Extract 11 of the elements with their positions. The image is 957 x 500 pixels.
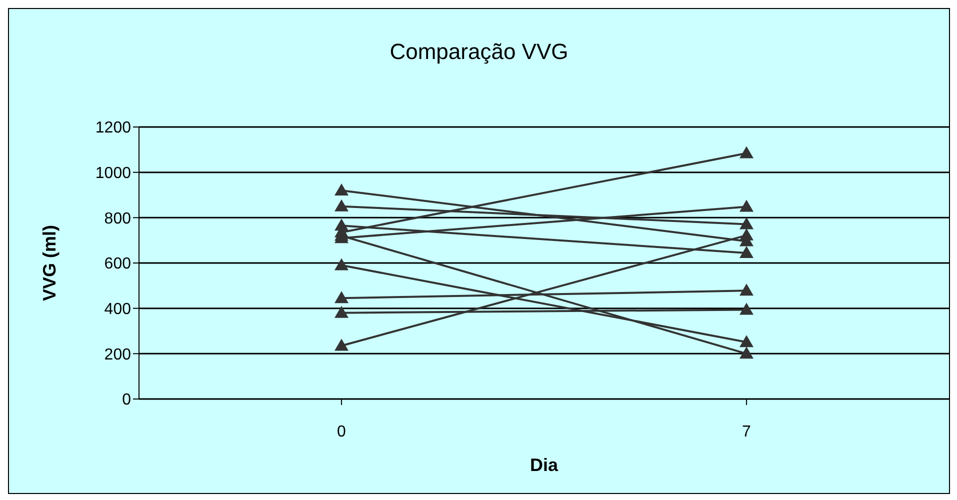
y-tick-label: 600	[104, 256, 132, 273]
y-tick-label: 800	[104, 210, 132, 228]
y-tick-label: 1000	[95, 165, 132, 182]
x-axis-title: Dia	[530, 455, 559, 475]
y-tick-label: 400	[104, 301, 132, 318]
y-tick-label: 0	[122, 392, 132, 409]
chart-title: Comparação VVG	[388, 39, 570, 65]
y-axis-title: VVG (ml)	[39, 224, 60, 302]
x-tick-label: 7	[742, 423, 752, 440]
y-tick-label: 200	[104, 346, 132, 364]
y-tick-label: 1200	[95, 120, 132, 137]
